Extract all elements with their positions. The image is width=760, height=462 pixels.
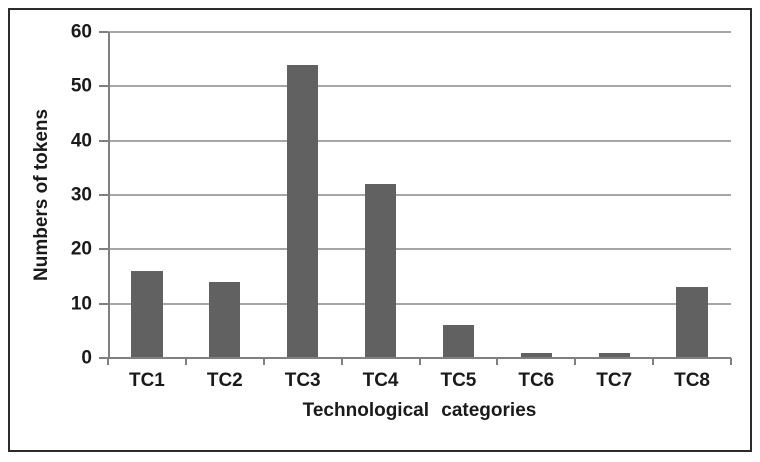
y-axis-line	[108, 32, 110, 358]
x-tick-mark-6	[574, 358, 577, 365]
x-tick-label-TC8: TC8	[674, 370, 711, 391]
gridline-y-40	[108, 139, 731, 142]
gridline-y-10	[108, 302, 731, 305]
y-tick-label-20: 20	[70, 238, 92, 260]
x-tick-label-TC7: TC7	[596, 370, 633, 391]
bar-TC1	[131, 271, 163, 358]
x-tick-mark-4	[418, 358, 421, 365]
chart-figure-border: Numbers of tokens 0 10 20 30 40 50 60 TC1 TC2 TC3…	[8, 8, 752, 452]
x-tick-mark-0	[107, 358, 109, 365]
bar-TC3	[287, 64, 319, 358]
gridline-y-20	[108, 248, 731, 251]
y-tick-label-60: 60	[70, 21, 92, 43]
plot-area: 0 10 20 30 40 50 60 TC1 TC2 TC3 TC4 TC5 TC6 TC7 TC8	[71, 23, 732, 391]
y-tick-mark-20	[99, 248, 108, 251]
y-axis-title: Numbers of tokens	[31, 108, 52, 282]
x-tick-label-TC6: TC6	[518, 370, 555, 391]
gridline-y-60	[108, 31, 731, 33]
bar-TC6	[520, 352, 552, 358]
y-tick-label-50: 50	[70, 75, 92, 97]
bar-TC7	[598, 352, 630, 358]
y-tick-mark-10	[99, 302, 108, 305]
bar-TC4	[364, 184, 397, 358]
x-tick-label-TC4: TC4	[362, 370, 399, 391]
y-tick-label-10: 10	[70, 293, 92, 315]
y-tick-label-0: 0	[81, 347, 92, 369]
bar-TC2	[209, 281, 241, 358]
y-tick-label-30: 30	[70, 184, 92, 206]
y-tick-label-40: 40	[70, 130, 92, 152]
x-tick-mark-5	[496, 358, 499, 365]
x-tick-mark-8	[730, 358, 732, 365]
x-tick-label-TC3: TC3	[284, 370, 321, 391]
x-tick-label-TC1: TC1	[128, 370, 165, 391]
x-tick-label-TC2: TC2	[206, 370, 243, 391]
x-tick-mark-1	[184, 358, 187, 365]
y-tick-mark-50	[99, 85, 108, 88]
y-tick-mark-60	[99, 31, 108, 33]
y-tick-mark-0	[99, 357, 108, 359]
x-tick-label-TC5: TC5	[440, 370, 477, 391]
bar-TC5	[442, 325, 474, 358]
x-axis-title: Technological categories	[302, 400, 537, 421]
x-tick-mark-2	[262, 358, 265, 365]
bar-TC8	[676, 287, 708, 358]
x-tick-mark-7	[652, 358, 655, 365]
y-tick-mark-40	[99, 139, 108, 142]
gridline-y-30	[108, 194, 731, 196]
y-tick-mark-30	[99, 194, 108, 196]
x-tick-mark-3	[340, 358, 343, 365]
gridline-y-50	[108, 85, 731, 88]
